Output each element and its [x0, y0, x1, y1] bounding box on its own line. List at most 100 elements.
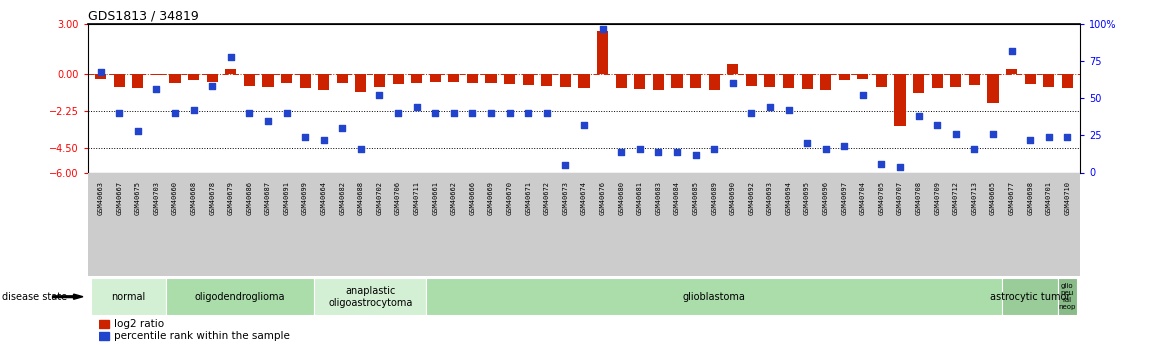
Point [463, 110, 481, 116]
Point [983, 131, 1002, 137]
Bar [486, 73, 496, 83]
Bar [374, 73, 385, 87]
Bar [895, 73, 905, 126]
Point [649, 149, 668, 155]
Text: GSM40689: GSM40689 [711, 181, 717, 215]
Text: GSM40701: GSM40701 [1045, 181, 1052, 215]
Bar [99, 332, 110, 340]
Text: GSM40668: GSM40668 [190, 181, 196, 215]
Point [277, 110, 296, 116]
Point [333, 125, 352, 131]
Text: GSM40665: GSM40665 [990, 181, 996, 215]
Text: GSM40662: GSM40662 [451, 181, 457, 215]
Text: GSM40709: GSM40709 [934, 181, 940, 215]
Bar [169, 73, 181, 83]
Text: GSM40712: GSM40712 [953, 181, 959, 215]
Text: GSM40671: GSM40671 [526, 181, 531, 215]
Bar [857, 73, 869, 79]
Bar [166, 278, 314, 315]
Bar [1002, 278, 1058, 315]
Text: GSM40674: GSM40674 [580, 181, 588, 215]
Bar [876, 73, 887, 87]
Bar [336, 73, 348, 83]
Text: GSM40696: GSM40696 [822, 181, 828, 215]
Bar [968, 73, 980, 85]
Bar [616, 73, 627, 88]
Text: normal: normal [111, 292, 146, 302]
Text: GSM40688: GSM40688 [357, 181, 364, 215]
Bar [207, 73, 217, 82]
Bar [672, 73, 682, 88]
Bar [91, 278, 166, 315]
Bar [411, 73, 423, 83]
Text: GSM40698: GSM40698 [1027, 181, 1034, 215]
Text: GSM40677: GSM40677 [1009, 181, 1015, 215]
Point [1002, 48, 1021, 53]
Point [203, 84, 222, 89]
Point [760, 105, 779, 110]
Text: GSM40691: GSM40691 [284, 181, 290, 215]
Text: GSM40676: GSM40676 [599, 181, 605, 215]
Bar [392, 73, 404, 84]
Text: GSM40699: GSM40699 [303, 181, 308, 215]
Bar [932, 73, 943, 88]
Point [185, 107, 203, 113]
Point [314, 137, 333, 142]
Point [854, 92, 872, 98]
Point [946, 131, 965, 137]
Bar [188, 73, 200, 80]
Bar [987, 73, 999, 103]
Text: GSM40670: GSM40670 [507, 181, 513, 215]
Bar [1024, 73, 1036, 84]
Bar [634, 73, 646, 89]
Text: GSM40713: GSM40713 [972, 181, 978, 215]
Text: GSM40705: GSM40705 [878, 181, 884, 215]
Text: GSM40682: GSM40682 [340, 181, 346, 215]
Text: glioblastoma: glioblastoma [683, 292, 745, 302]
Bar [99, 320, 110, 328]
Point [166, 110, 185, 116]
Point [891, 164, 910, 169]
Bar [709, 73, 719, 90]
Bar [151, 73, 162, 75]
Bar [820, 73, 832, 90]
Bar [426, 278, 1002, 315]
Bar [728, 64, 738, 73]
Point [668, 149, 687, 155]
Point [147, 87, 166, 92]
Bar [578, 73, 590, 88]
Point [519, 110, 537, 116]
Point [556, 162, 575, 168]
Text: GSM40690: GSM40690 [730, 181, 736, 215]
Text: GSM40666: GSM40666 [470, 181, 475, 215]
Text: GDS1813 / 34819: GDS1813 / 34819 [88, 10, 199, 23]
Bar [951, 73, 961, 87]
Bar [299, 73, 311, 88]
Text: GSM40669: GSM40669 [488, 181, 494, 215]
Bar [783, 73, 794, 88]
Bar [318, 73, 329, 90]
Text: GSM40667: GSM40667 [116, 181, 123, 215]
Bar [690, 73, 701, 88]
Text: GSM40693: GSM40693 [767, 181, 773, 215]
Bar [559, 73, 571, 87]
Point [389, 110, 408, 116]
Point [370, 92, 389, 98]
Point [426, 110, 445, 116]
Point [296, 134, 314, 140]
Text: GSM40679: GSM40679 [228, 181, 234, 215]
Bar [449, 73, 459, 82]
Bar [801, 73, 813, 89]
Point [128, 128, 147, 134]
Text: disease state: disease state [2, 292, 68, 302]
Text: log2 ratio: log2 ratio [113, 319, 164, 329]
Text: GSM40683: GSM40683 [655, 181, 661, 215]
Point [258, 118, 277, 124]
Bar [653, 73, 663, 90]
Text: GSM40675: GSM40675 [134, 181, 141, 215]
Bar [745, 73, 757, 86]
Text: GSM40695: GSM40695 [804, 181, 811, 215]
Text: astrocytic tumor: astrocytic tumor [990, 292, 1070, 302]
Point [704, 146, 723, 151]
Text: GSM40686: GSM40686 [246, 181, 252, 215]
